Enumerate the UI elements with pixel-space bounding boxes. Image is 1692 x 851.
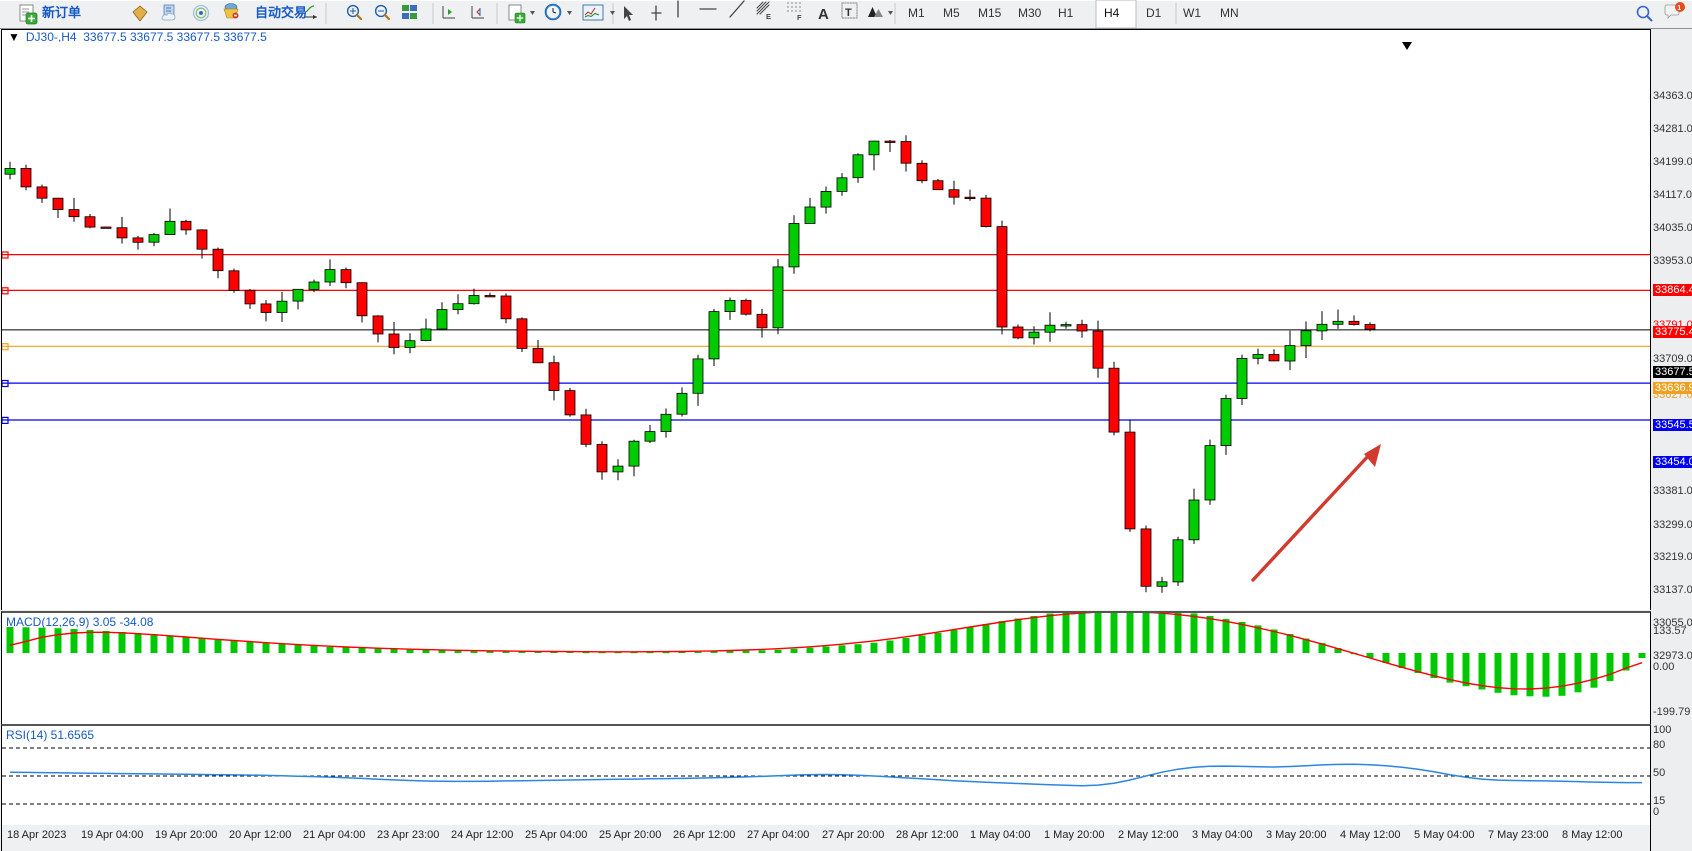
- svg-text:M30: M30: [1018, 6, 1042, 20]
- svg-text:T: T: [845, 7, 852, 19]
- svg-text:M1: M1: [908, 6, 925, 20]
- svg-text:H1: H1: [1058, 6, 1074, 20]
- svg-text:H4: H4: [1104, 6, 1120, 20]
- svg-text:MN: MN: [1220, 6, 1239, 20]
- svg-text:自动交易: 自动交易: [255, 5, 307, 20]
- svg-text:新订单: 新订单: [42, 5, 81, 20]
- svg-text:E: E: [766, 12, 771, 21]
- svg-text:M15: M15: [978, 6, 1002, 20]
- svg-text:F: F: [797, 13, 802, 22]
- svg-text:W1: W1: [1183, 6, 1201, 20]
- svg-text:A: A: [818, 6, 829, 23]
- svg-text:M5: M5: [943, 6, 960, 20]
- svg-text:D1: D1: [1146, 6, 1162, 20]
- svg-text:1: 1: [1677, 5, 1681, 12]
